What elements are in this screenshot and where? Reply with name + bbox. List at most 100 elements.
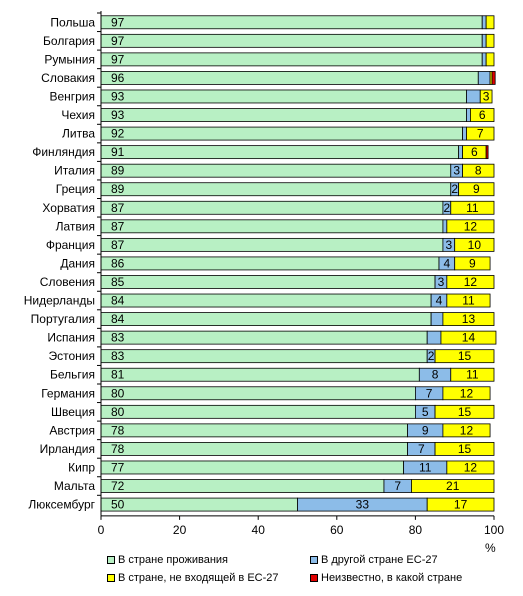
bar-segment bbox=[440, 330, 497, 345]
data-label: 86 bbox=[111, 256, 125, 270]
x-tick-label: 100 bbox=[484, 523, 504, 537]
data-label: 7 bbox=[418, 442, 425, 456]
legend-item-unknown: Неизвестно, в какой стране bbox=[310, 572, 462, 584]
data-label: 3 bbox=[483, 89, 490, 103]
data-label: 7 bbox=[477, 127, 484, 141]
data-label: 84 bbox=[111, 312, 125, 326]
bar-segment bbox=[442, 423, 491, 438]
data-label: 7 bbox=[426, 386, 433, 400]
data-label: 2 bbox=[451, 182, 458, 196]
bar-segment bbox=[491, 71, 496, 85]
category-label: Испания bbox=[47, 331, 95, 345]
legend-item-other-eu: В другой стране ЕС-27 bbox=[310, 554, 438, 566]
category-label: Кипр bbox=[68, 460, 95, 474]
data-label: 13 bbox=[462, 312, 476, 326]
x-tick-label: 20 bbox=[173, 523, 187, 537]
category-label: Польша bbox=[50, 15, 95, 29]
bar-segment bbox=[100, 479, 385, 493]
bar-segment bbox=[442, 386, 491, 401]
bar-segment bbox=[100, 15, 483, 30]
data-label: 11 bbox=[466, 368, 479, 382]
category-label: Болгария bbox=[43, 34, 95, 48]
legend-label: В стране проживания bbox=[118, 554, 228, 566]
data-label: 14 bbox=[462, 331, 476, 345]
category-label: Бельгия bbox=[50, 368, 95, 382]
data-label: 2 bbox=[443, 201, 450, 215]
category-label: Эстония bbox=[49, 349, 96, 363]
legend-item-non-eu: В стране, не входящей в ЕС-27 bbox=[107, 572, 279, 584]
bar-segment bbox=[100, 219, 444, 234]
data-label: 96 bbox=[111, 71, 125, 85]
data-label: 87 bbox=[111, 238, 125, 252]
bar-segment bbox=[100, 108, 467, 122]
x-axis: 0 20 40 60 80 100 bbox=[97, 11, 504, 537]
category-label: Словакия bbox=[41, 71, 95, 85]
data-label: 11 bbox=[466, 201, 479, 215]
data-label: 12 bbox=[464, 275, 478, 289]
data-label: 3 bbox=[438, 275, 445, 289]
data-label: 12 bbox=[460, 423, 474, 437]
data-label: 15 bbox=[458, 349, 472, 363]
data-label: 8 bbox=[432, 368, 439, 382]
legend-label: В другой стране ЕС-27 bbox=[321, 554, 438, 566]
bar-segment bbox=[411, 479, 495, 493]
category-label: Финляндия bbox=[32, 145, 95, 159]
bar-segment bbox=[479, 89, 493, 104]
legend-swatch bbox=[310, 574, 318, 582]
data-label: 4 bbox=[443, 256, 450, 270]
x-tick-label: 40 bbox=[252, 523, 266, 537]
bar-segment bbox=[100, 442, 408, 456]
bar-segment bbox=[100, 275, 436, 289]
bar-segment bbox=[477, 71, 491, 85]
bar-segment bbox=[454, 237, 495, 252]
bar-segment bbox=[466, 108, 471, 122]
bar-segment bbox=[100, 52, 483, 67]
bar-segment bbox=[100, 497, 298, 512]
bar-segment bbox=[434, 404, 495, 419]
category-label: Люксембург bbox=[28, 498, 95, 512]
bar-segment bbox=[485, 145, 489, 160]
category-label: Чехия bbox=[61, 108, 95, 122]
bar-segment bbox=[100, 237, 444, 252]
data-label: 77 bbox=[111, 460, 125, 474]
bar-segment bbox=[100, 256, 440, 271]
bar-segment bbox=[100, 71, 479, 85]
data-label: 12 bbox=[460, 386, 474, 400]
bar-segment bbox=[100, 386, 416, 401]
category-label: Австрия bbox=[49, 423, 95, 437]
data-label: 87 bbox=[111, 201, 125, 215]
bar-segment bbox=[100, 349, 428, 364]
data-label: 11 bbox=[462, 294, 475, 308]
data-label: 84 bbox=[111, 294, 125, 308]
data-label: 4 bbox=[436, 294, 443, 308]
category-label: Италия bbox=[54, 164, 95, 178]
x-tick-label: 0 bbox=[98, 523, 105, 537]
bar-segment bbox=[470, 108, 495, 122]
bar-segment bbox=[454, 256, 491, 271]
x-tick-label: 80 bbox=[409, 523, 423, 537]
legend-swatch bbox=[107, 556, 115, 564]
category-label: Швеция bbox=[51, 405, 95, 419]
data-label: 97 bbox=[111, 52, 125, 66]
legend-swatch bbox=[310, 556, 318, 564]
bar-segment bbox=[426, 497, 495, 512]
bar-segment bbox=[100, 330, 428, 345]
bar-segment bbox=[481, 33, 487, 48]
legend-item-residence: В стране проживания bbox=[107, 554, 228, 566]
bar-segment bbox=[450, 367, 495, 382]
data-label: 17 bbox=[454, 498, 468, 512]
bar-segment bbox=[100, 163, 452, 178]
data-label: 87 bbox=[111, 219, 125, 233]
bar-segment bbox=[430, 312, 444, 326]
data-label: 72 bbox=[111, 479, 125, 493]
data-label: 12 bbox=[464, 219, 478, 233]
category-labels: Польша Болгария Румыния Словакия Венгрия Чехи… bbox=[24, 15, 96, 511]
bar-segment bbox=[485, 15, 495, 30]
data-label: 89 bbox=[111, 182, 125, 196]
data-label: 33 bbox=[356, 498, 370, 512]
category-label: Греция bbox=[56, 182, 95, 196]
bar-segment bbox=[458, 145, 463, 160]
bar-segment bbox=[100, 293, 432, 308]
bar-segment bbox=[446, 275, 495, 289]
